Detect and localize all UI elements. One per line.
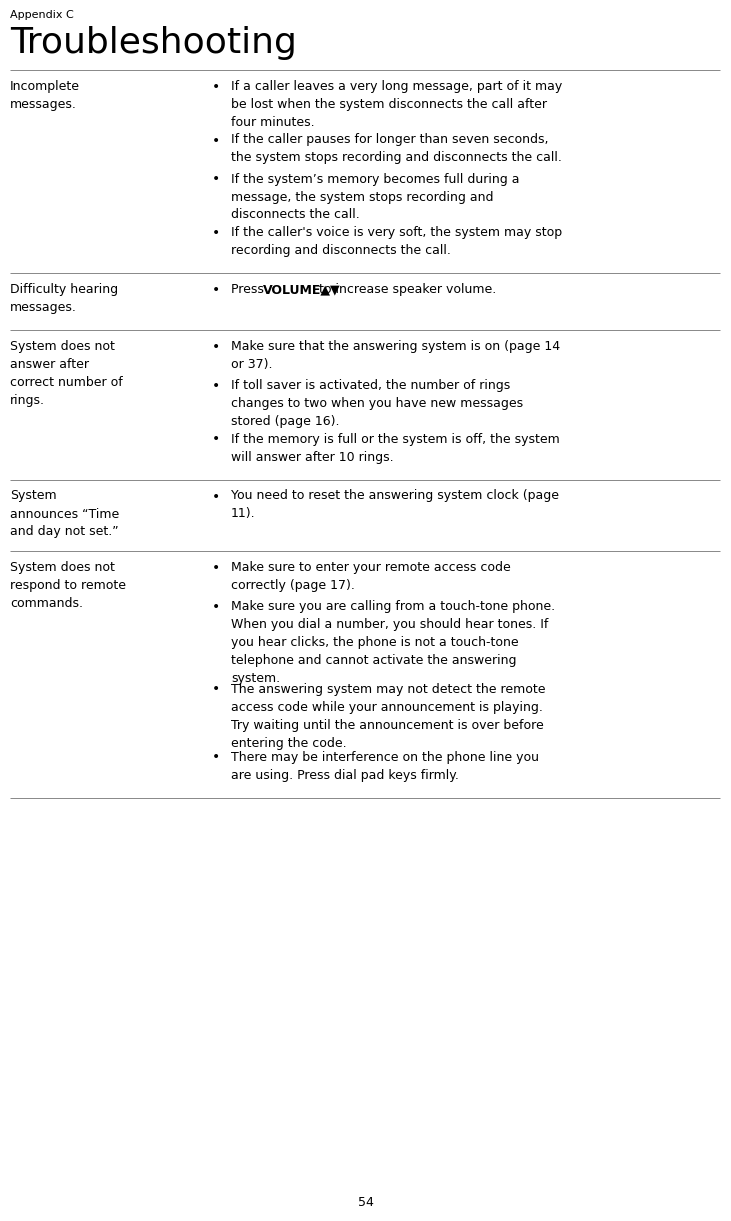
- Text: 54: 54: [357, 1197, 374, 1209]
- Text: System does not
answer after
correct number of
rings.: System does not answer after correct num…: [10, 339, 123, 407]
- Text: System does not
respond to remote
commands.: System does not respond to remote comman…: [10, 560, 126, 610]
- Text: •: •: [212, 560, 220, 575]
- Text: There may be interference on the phone line you
are using. Press dial pad keys f: There may be interference on the phone l…: [231, 751, 539, 781]
- Text: •: •: [212, 432, 220, 447]
- Text: If toll saver is activated, the number of rings
changes to two when you have new: If toll saver is activated, the number o…: [231, 379, 523, 429]
- Text: •: •: [212, 683, 220, 696]
- Text: If the system’s memory becomes full during a
message, the system stops recording: If the system’s memory becomes full duri…: [231, 172, 520, 221]
- Text: •: •: [212, 172, 220, 187]
- Text: Appendix C: Appendix C: [10, 10, 74, 20]
- Text: Make sure you are calling from a touch-tone phone.
When you dial a number, you s: Make sure you are calling from a touch-t…: [231, 600, 555, 685]
- Text: •: •: [212, 133, 220, 148]
- Text: •: •: [212, 379, 220, 393]
- Text: •: •: [212, 339, 220, 354]
- Text: System
announces “Time
and day not set.”: System announces “Time and day not set.”: [10, 490, 119, 538]
- Text: Incomplete
messages.: Incomplete messages.: [10, 81, 80, 111]
- Text: •: •: [212, 283, 220, 297]
- Text: Make sure that the answering system is on (page 14
or 37).: Make sure that the answering system is o…: [231, 339, 560, 371]
- Text: If the memory is full or the system is off, the system
will answer after 10 ring: If the memory is full or the system is o…: [231, 432, 560, 464]
- Text: You need to reset the answering system clock (page
11).: You need to reset the answering system c…: [231, 490, 559, 520]
- Text: If the caller pauses for longer than seven seconds,
the system stops recording a: If the caller pauses for longer than sev…: [231, 133, 562, 165]
- Text: •: •: [212, 600, 220, 614]
- Text: If the caller's voice is very soft, the system may stop
recording and disconnect: If the caller's voice is very soft, the …: [231, 226, 562, 256]
- Text: to increase speaker volume.: to increase speaker volume.: [315, 283, 496, 295]
- Text: Troubleshooting: Troubleshooting: [10, 26, 297, 60]
- Text: •: •: [212, 751, 220, 764]
- Text: Difficulty hearing
messages.: Difficulty hearing messages.: [10, 283, 118, 314]
- Text: Make sure to enter your remote access code
correctly (page 17).: Make sure to enter your remote access co…: [231, 560, 511, 592]
- Text: The answering system may not detect the remote
access code while your announceme: The answering system may not detect the …: [231, 683, 545, 750]
- Text: •: •: [212, 81, 220, 94]
- Text: •: •: [212, 490, 220, 503]
- Text: VOLUME▲▼: VOLUME▲▼: [263, 283, 341, 295]
- Text: If a caller leaves a very long message, part of it may
be lost when the system d: If a caller leaves a very long message, …: [231, 81, 562, 129]
- Text: •: •: [212, 226, 220, 241]
- Text: Press: Press: [231, 283, 268, 295]
